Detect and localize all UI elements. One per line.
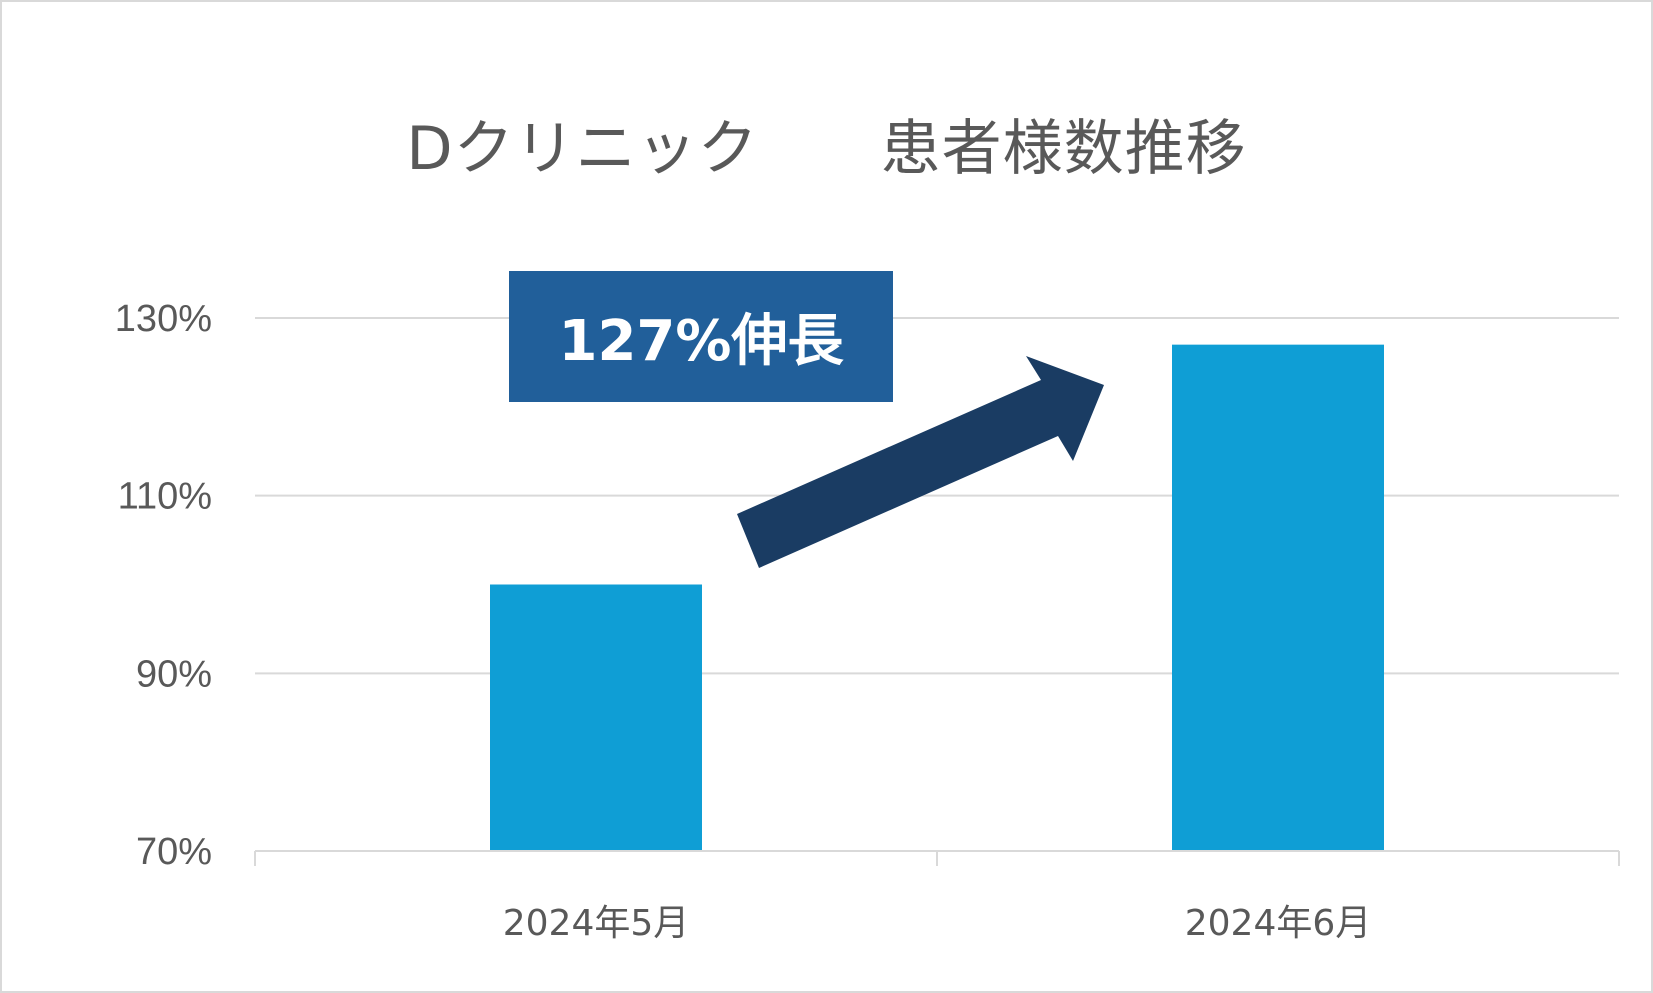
- y-tick-label: 110%: [118, 476, 212, 518]
- bar: [1172, 344, 1384, 851]
- bar: [490, 584, 702, 851]
- bars: [490, 344, 1384, 851]
- y-tick-label: 130%: [115, 298, 212, 340]
- x-tick-label: 2024年6月: [1185, 903, 1372, 944]
- x-tick-labels: 2024年5月 2024年6月: [503, 903, 1372, 944]
- y-tick-label: 70%: [136, 831, 212, 873]
- growth-callout: 127%伸長: [509, 271, 893, 402]
- growth-arrow-icon: [737, 356, 1104, 568]
- y-tick-label: 90%: [136, 653, 212, 695]
- x-tick-label: 2024年5月: [503, 903, 690, 944]
- chart-title: Dクリニック 患者様数推移: [406, 114, 1247, 184]
- x-axis: [254, 850, 1620, 866]
- gridlines: [255, 317, 1619, 675]
- growth-callout-label: 127%伸長: [558, 309, 844, 374]
- y-tick-labels: 70% 90% 110% 130%: [115, 298, 212, 873]
